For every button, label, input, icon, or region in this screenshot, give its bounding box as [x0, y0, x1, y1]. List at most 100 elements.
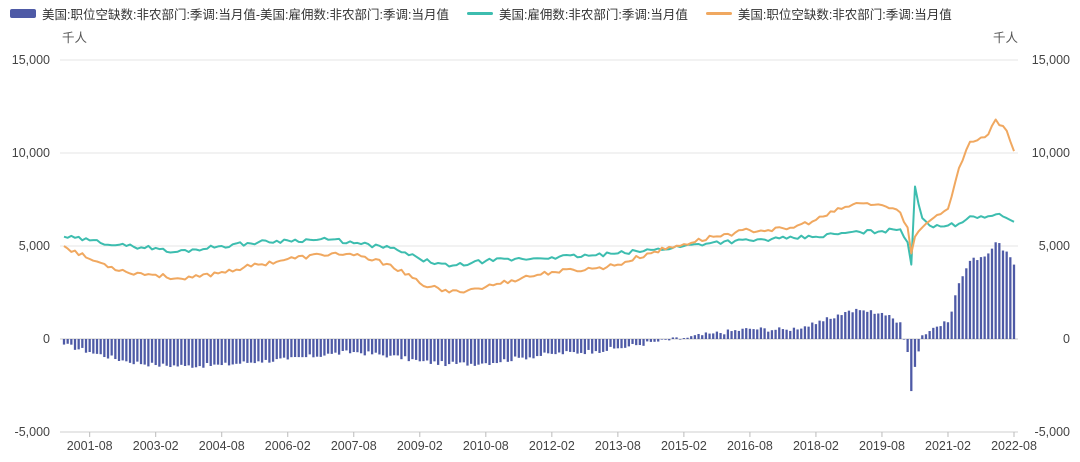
bar: [635, 339, 638, 346]
bar: [253, 339, 256, 364]
bar: [719, 333, 722, 339]
bar: [110, 339, 113, 356]
bar: [202, 339, 205, 368]
bar: [462, 339, 465, 363]
bar: [671, 337, 675, 339]
bar: [774, 329, 777, 339]
x-tick-label: 2013-08: [595, 439, 641, 453]
bar: [814, 324, 818, 339]
y-tick-label-left: 5,000: [19, 239, 50, 253]
bar: [62, 339, 66, 345]
bar: [649, 339, 653, 342]
bar: [389, 339, 392, 356]
bar: [954, 295, 957, 339]
x-tick-label: 2019-08: [859, 439, 905, 453]
bar: [536, 339, 539, 357]
bar: [341, 339, 344, 351]
bar: [708, 333, 711, 339]
bar: [917, 339, 920, 352]
bar: [932, 327, 935, 339]
bar: [811, 322, 814, 339]
bar: [70, 339, 73, 345]
bar: [939, 326, 942, 339]
bar: [833, 318, 836, 339]
bar: [103, 339, 106, 358]
bar: [752, 329, 755, 339]
bar: [891, 318, 895, 339]
bar: [855, 308, 858, 339]
bar: [873, 313, 876, 339]
bar: [381, 339, 385, 356]
bar: [737, 330, 741, 339]
bar: [121, 339, 124, 361]
bar: [770, 330, 774, 339]
bar: [334, 339, 337, 353]
bar: [869, 310, 873, 339]
bar: [117, 339, 121, 361]
bar: [470, 339, 473, 364]
bar: [433, 339, 436, 362]
bar: [136, 339, 139, 362]
bar: [304, 339, 308, 358]
bar: [858, 310, 862, 339]
x-tick-label: 2022-08: [991, 439, 1037, 453]
bar: [176, 339, 179, 367]
bar: [657, 339, 660, 342]
bar: [569, 339, 572, 352]
bar: [679, 339, 682, 340]
bar: [301, 339, 304, 358]
bar: [268, 339, 271, 363]
bar: [367, 339, 370, 352]
bar: [668, 339, 671, 341]
bar: [194, 339, 198, 368]
bar: [517, 339, 520, 358]
bar: [539, 339, 542, 356]
bar: [293, 339, 297, 358]
bar: [282, 339, 286, 358]
bar: [851, 312, 854, 339]
bar: [158, 339, 161, 367]
x-tick-label: 2007-08: [331, 439, 377, 453]
left-unit-label: 千人: [62, 31, 88, 45]
bar: [77, 339, 80, 350]
bar: [506, 339, 509, 362]
bar: [730, 331, 733, 339]
bar: [180, 339, 183, 365]
x-tick-label: 2009-02: [397, 439, 443, 453]
bar: [910, 339, 913, 392]
bar: [242, 339, 245, 362]
bar: [231, 339, 234, 365]
bar: [246, 339, 249, 363]
x-tick-label: 2015-02: [661, 439, 707, 453]
bar: [638, 339, 642, 346]
bar: [1009, 257, 1012, 339]
bar: [840, 315, 843, 339]
bar: [913, 339, 917, 367]
bar: [356, 339, 359, 353]
bar: [822, 321, 825, 339]
bar: [946, 322, 950, 339]
bar: [565, 339, 568, 352]
bar: [712, 333, 715, 339]
bar: [528, 339, 531, 358]
legend-item-openings[interactable]: 美国:职位空缺数:非农部门:季调:当月值: [705, 4, 952, 23]
bar: [481, 339, 484, 364]
legend-item-bar[interactable]: 美国:职位空缺数:非农部门:季调:当月值-美国:雇佣数:非农部门:季调:当月值: [10, 4, 449, 23]
legend-item-hires[interactable]: 美国:雇佣数:非农部门:季调:当月值: [466, 4, 688, 23]
y-tick-label-left: 0: [43, 332, 50, 346]
bar: [154, 339, 157, 366]
bar: [187, 339, 190, 366]
bar: [385, 339, 388, 358]
bar: [132, 339, 135, 365]
bar: [139, 339, 143, 365]
bar: [429, 339, 432, 364]
bar: [602, 339, 605, 352]
right-unit-label: 千人: [993, 31, 1019, 45]
bar: [653, 339, 656, 342]
bar: [697, 333, 700, 339]
y-tick-label-left: 15,000: [12, 53, 50, 67]
bar: [620, 339, 623, 349]
bar: [492, 339, 495, 364]
bar: [510, 339, 513, 362]
bar: [690, 336, 693, 339]
